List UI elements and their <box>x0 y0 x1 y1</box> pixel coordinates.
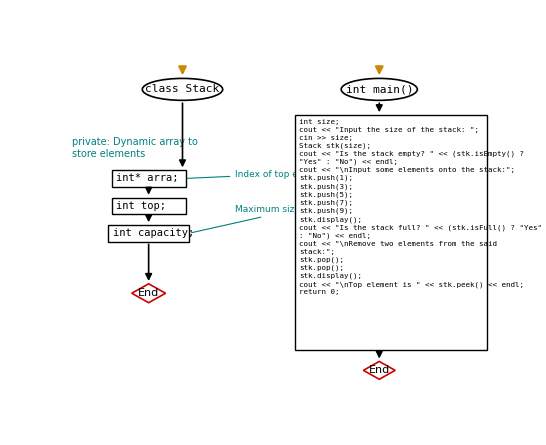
Text: Index of top element: Index of top element <box>187 170 330 178</box>
Text: class Stack: class Stack <box>145 85 219 94</box>
Text: End: End <box>369 365 390 375</box>
Polygon shape <box>132 284 165 303</box>
Polygon shape <box>364 361 395 379</box>
Text: private: Dynamic array to
store elements: private: Dynamic array to store elements <box>73 138 198 159</box>
Text: int top;: int top; <box>116 201 166 211</box>
Bar <box>109 225 189 242</box>
Text: int size;
cout << "Input the size of the stack: ";
cin >> size;
Stack stk(size);: int size; cout << "Input the size of the… <box>299 119 542 295</box>
Text: int main(): int main() <box>346 85 413 94</box>
Bar <box>111 170 186 187</box>
Bar <box>111 198 186 214</box>
Ellipse shape <box>341 78 417 100</box>
Bar <box>295 115 487 350</box>
Text: Maximum size of the stack: Maximum size of the stack <box>192 205 357 233</box>
Text: End: End <box>138 288 159 298</box>
Text: int capacity;: int capacity; <box>112 228 194 238</box>
Ellipse shape <box>143 78 223 100</box>
Text: int* arra;: int* arra; <box>116 174 179 183</box>
